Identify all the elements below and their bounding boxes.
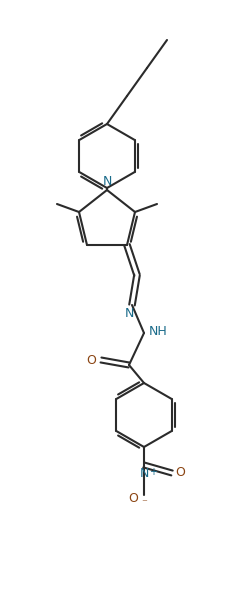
Text: +: + [149,467,157,477]
Text: N: N [102,175,112,188]
Text: O: O [86,354,96,367]
Text: O: O [128,493,138,506]
Text: N: N [124,307,134,320]
Text: ⁻: ⁻ [141,498,147,508]
Text: N: N [139,467,149,480]
Text: NH: NH [149,325,168,338]
Text: O: O [175,466,185,479]
